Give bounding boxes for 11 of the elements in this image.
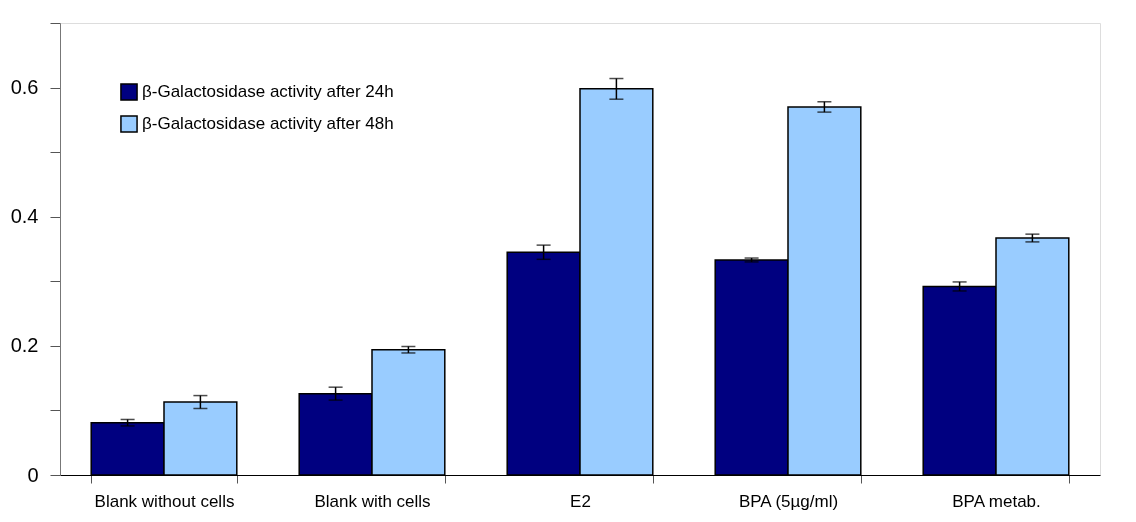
y-tick-label: 0.2: [10, 334, 39, 357]
x-tick-label: BPA metab.: [952, 491, 1041, 511]
x-tick-label: E2: [570, 491, 591, 511]
y-tick-label: 0: [27, 463, 39, 486]
x-tick-label: Blank without cells: [94, 491, 235, 511]
x-tick-label: Blank with cells: [314, 491, 431, 511]
legend-label: β-Galactosidase activity after 48h: [142, 114, 394, 133]
legend-label: β-Galactosidase activity after 24h: [142, 82, 394, 101]
y-tick-label: 0.4: [10, 205, 39, 228]
y-tick-label: 0.6: [10, 76, 39, 99]
x-tick-label: BPA (5µg/ml): [738, 491, 839, 511]
